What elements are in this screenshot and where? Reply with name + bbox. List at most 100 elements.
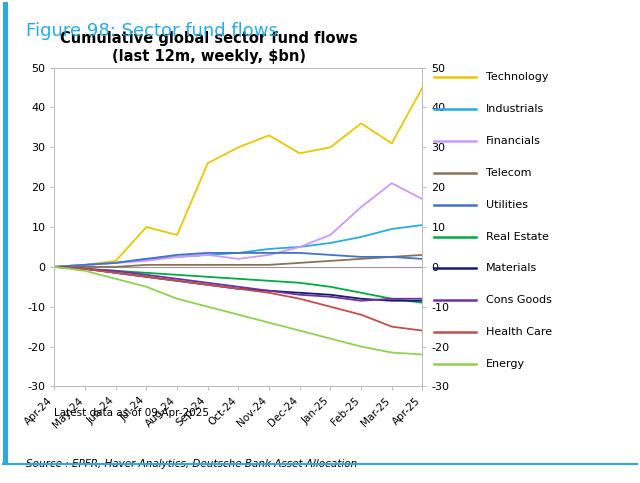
Real Estate	[204, 274, 212, 280]
Technology	[204, 160, 212, 166]
Text: Technology: Technology	[486, 72, 548, 82]
Energy	[112, 276, 120, 282]
Text: Cons Goods: Cons Goods	[486, 295, 552, 305]
Utilities	[112, 260, 120, 266]
Materials	[173, 278, 181, 284]
Telecom	[173, 262, 181, 268]
Industrials	[51, 264, 58, 270]
Line: Health Care: Health Care	[54, 267, 422, 330]
Technology	[296, 150, 303, 156]
Materials	[81, 266, 89, 272]
Health Care	[265, 290, 273, 296]
Telecom	[357, 256, 365, 262]
Telecom	[419, 252, 426, 258]
Telecom	[388, 254, 396, 260]
Health Care	[51, 264, 58, 270]
Real Estate	[173, 272, 181, 278]
Energy	[296, 327, 303, 333]
Health Care	[112, 270, 120, 276]
Financials	[143, 258, 150, 264]
Cons Goods	[143, 272, 150, 278]
Materials	[326, 292, 334, 298]
Financials	[357, 204, 365, 210]
Utilities	[265, 250, 273, 256]
Real Estate	[51, 264, 58, 270]
Line: Energy: Energy	[54, 267, 422, 355]
Telecom	[204, 262, 212, 268]
Industrials	[265, 246, 273, 252]
Telecom	[112, 264, 120, 270]
Text: Latest data as of 09-Apr-2025: Latest data as of 09-Apr-2025	[54, 408, 209, 418]
Telecom	[143, 262, 150, 268]
Health Care	[357, 312, 365, 318]
Line: Materials: Materials	[54, 267, 422, 301]
Industrials	[357, 234, 365, 240]
Real Estate	[81, 266, 89, 272]
Utilities	[419, 256, 426, 262]
Industrials	[419, 222, 426, 228]
Energy	[357, 343, 365, 349]
Line: Real Estate: Real Estate	[54, 267, 422, 303]
Real Estate	[143, 270, 150, 276]
Line: Cons Goods: Cons Goods	[54, 267, 422, 301]
Energy	[81, 268, 89, 274]
Health Care	[173, 278, 181, 284]
Technology	[265, 132, 273, 138]
Technology	[235, 144, 243, 150]
Financials	[112, 260, 120, 266]
Technology	[326, 144, 334, 150]
Industrials	[143, 256, 150, 262]
Health Care	[235, 286, 243, 292]
Financials	[326, 232, 334, 238]
Materials	[419, 298, 426, 304]
Real Estate	[326, 284, 334, 290]
Text: Industrials: Industrials	[486, 104, 544, 114]
Title: Cumulative global sector fund flows
(last 12m, weekly, $bn): Cumulative global sector fund flows (las…	[60, 31, 358, 64]
Cons Goods	[388, 296, 396, 301]
Real Estate	[388, 296, 396, 301]
Industrials	[204, 252, 212, 258]
Cons Goods	[112, 268, 120, 274]
Cons Goods	[204, 280, 212, 285]
Financials	[173, 254, 181, 260]
Cons Goods	[51, 264, 58, 270]
Materials	[357, 296, 365, 301]
Text: Source : EPFR, Haver Analytics, Deutsche Bank Asset Allocation: Source : EPFR, Haver Analytics, Deutsche…	[26, 459, 357, 469]
Materials	[296, 290, 303, 296]
Materials	[265, 288, 273, 294]
Technology	[388, 141, 396, 146]
Energy	[419, 352, 426, 357]
Industrials	[388, 226, 396, 232]
Financials	[51, 264, 58, 270]
Line: Technology: Technology	[54, 87, 422, 267]
Financials	[81, 262, 89, 268]
Real Estate	[357, 290, 365, 296]
Financials	[419, 196, 426, 202]
Health Care	[419, 327, 426, 333]
Cons Goods	[81, 266, 89, 272]
Industrials	[296, 244, 303, 250]
Industrials	[326, 240, 334, 246]
Real Estate	[265, 278, 273, 284]
Cons Goods	[265, 288, 273, 294]
Financials	[296, 244, 303, 250]
Technology	[173, 232, 181, 238]
Line: Utilities: Utilities	[54, 253, 422, 267]
Health Care	[81, 266, 89, 272]
Telecom	[326, 258, 334, 264]
Telecom	[81, 264, 89, 270]
Cons Goods	[419, 296, 426, 301]
Financials	[388, 180, 396, 186]
Text: Energy: Energy	[486, 359, 525, 369]
Financials	[235, 256, 243, 262]
Industrials	[81, 262, 89, 268]
Line: Financials: Financials	[54, 183, 422, 267]
Utilities	[326, 252, 334, 258]
Energy	[388, 350, 396, 355]
Telecom	[51, 264, 58, 270]
Energy	[235, 312, 243, 318]
Energy	[265, 320, 273, 326]
Energy	[143, 284, 150, 290]
Text: Health Care: Health Care	[486, 327, 552, 337]
Industrials	[173, 254, 181, 260]
